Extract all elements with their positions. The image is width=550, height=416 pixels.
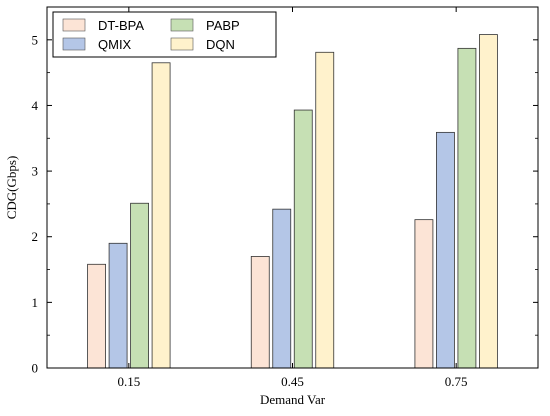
y-tick-label: 2 (32, 229, 39, 244)
y-tick-label: 4 (32, 98, 39, 113)
bar-dt-bpa-0-75 (414, 219, 434, 369)
bar-qmix-0-45 (272, 208, 292, 369)
bar-pabp-0-15 (130, 202, 149, 369)
legend-swatch-pabp (170, 18, 194, 32)
x-tick-label: 0.75 (445, 374, 468, 389)
bar-qmix-0-15 (108, 242, 128, 369)
y-tick-label: 5 (32, 32, 39, 47)
x-tick-label: 0.15 (117, 374, 140, 389)
y-tick-label: 0 (32, 361, 39, 376)
bar-pabp-0-75 (457, 47, 477, 369)
legend-label-qmix: QMIX (98, 37, 132, 52)
bar-dqn-0-75 (479, 34, 498, 369)
bar-dt-bpa-0-15 (87, 263, 106, 369)
bar-dqn-0-15 (151, 62, 171, 369)
legend-label-pabp: PABP (206, 18, 240, 33)
y-tick-label: 3 (32, 164, 39, 179)
bars-layer (87, 34, 498, 369)
bar-pabp-0-45 (293, 109, 313, 369)
x-axis-label: Demand Var (260, 392, 326, 407)
bar-dt-bpa-0-45 (250, 256, 270, 369)
legend-label-dt-bpa: DT-BPA (98, 18, 144, 33)
bar-dqn-0-45 (315, 51, 335, 369)
legend-label-dqn: DQN (206, 37, 235, 52)
y-tick-label: 1 (32, 295, 39, 310)
x-tick-label: 0.45 (281, 374, 304, 389)
legend-box (52, 11, 277, 58)
legend-swatch-dt-bpa (62, 18, 86, 32)
y-axis-label: CDG(Gbps) (4, 156, 19, 220)
legend-swatch-dqn (170, 37, 194, 51)
bar-qmix-0-75 (436, 131, 455, 369)
legend-swatch-qmix (62, 37, 86, 51)
plot-frame (46, 6, 539, 369)
legend: DT-BPA QMIX PABP DQN (52, 11, 277, 58)
ticks-layer: 0 1 2 3 4 5 0.15 0.45 0.75 (32, 7, 538, 389)
